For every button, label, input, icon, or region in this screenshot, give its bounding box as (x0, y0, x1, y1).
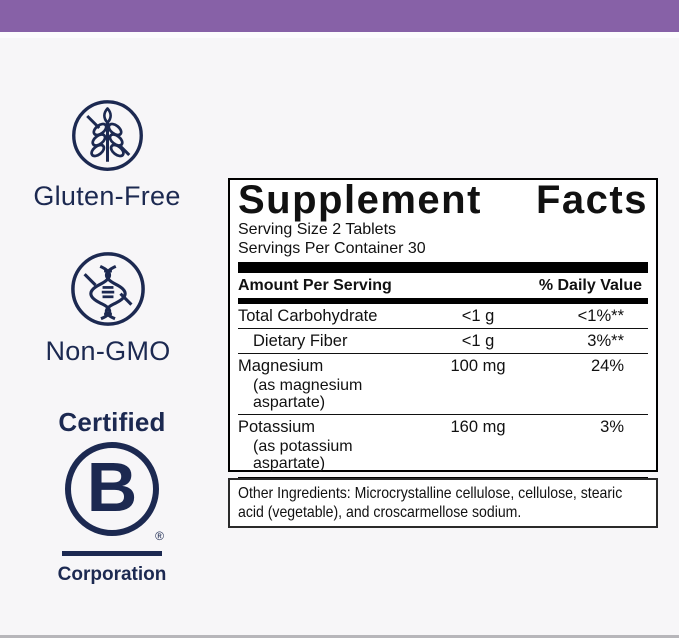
gluten-free-badge: Gluten-Free (22, 98, 192, 210)
daily-value-header: % Daily Value (538, 277, 642, 294)
other-ingredients-text: Other Ingredients: Microcrystalline cell… (238, 485, 623, 521)
nutrient-source-text: (as potassium aspartate) (253, 438, 353, 472)
nutrient-daily-value: 3%** (587, 332, 624, 350)
gluten-free-label: Gluten-Free (33, 181, 181, 211)
table-row: Potassium (as potassium aspartate) 160 m… (238, 414, 648, 475)
nutrient-name: Dietary Fiber (253, 332, 348, 350)
panel-title-word-1: Supplement (238, 178, 482, 222)
b-corp-corporation-label: Corporation (57, 564, 167, 585)
other-ingredients-box: Other Ingredients: Microcrystalline cell… (228, 478, 658, 528)
supplement-facts-panel: Supplement Facts Serving Size 2 Tablets … (228, 178, 658, 510)
nutrient-amount: <1 g (461, 307, 495, 325)
nutrient-name: Total Carbohydrate (238, 307, 378, 325)
servings-per-container-text: Servings Per Container 30 (238, 239, 426, 257)
non-gmo-badge: Non-GMO (23, 250, 193, 365)
b-corp-certified-label: Certified (58, 407, 166, 437)
nutrient-name: Magnesium (238, 357, 324, 375)
nutrient-name: Potassium (238, 418, 316, 436)
table-header-row: Amount Per Serving % Daily Value (238, 273, 648, 298)
table-row: Total Carbohydrate <1 g <1%** (238, 304, 648, 328)
panel-title: Supplement Facts (238, 178, 648, 222)
nutrient-amount: <1 g (461, 332, 495, 350)
dna-crossed-icon (71, 252, 145, 326)
nutrient-daily-value: <1%** (577, 307, 624, 325)
b-corp-letter: B (86, 448, 138, 526)
table-row: Dietary Fiber <1 g 3%** (238, 328, 648, 353)
serving-size-text: Serving Size 2 Tablets (238, 221, 397, 238)
registered-trademark-icon: ® (155, 529, 164, 543)
divider-bar-thick-top (238, 262, 648, 273)
nutrient-amount: 160 mg (450, 418, 506, 436)
nutrient-amount: 100 mg (450, 357, 506, 375)
header-bar-highlight (0, 32, 679, 38)
amount-per-serving-header: Amount Per Serving (238, 277, 392, 294)
bottom-divider-line (0, 635, 679, 638)
panel-title-word-2: Facts (536, 178, 648, 222)
nutrient-daily-value: 3% (600, 418, 624, 436)
b-corp-badge: Certified B ® Corporation (27, 407, 197, 586)
nutrient-source-text: (as magnesium aspartate) (253, 377, 363, 411)
wheat-crossed-icon (71, 100, 143, 171)
divider-bar-medium (238, 298, 648, 304)
nutrient-daily-value: 24% (590, 357, 624, 375)
non-gmo-label: Non-GMO (45, 336, 171, 366)
b-corp-circle-icon: B (65, 442, 159, 536)
b-corp-underline (62, 551, 162, 556)
table-row: Magnesium (as magnesium aspartate) 100 m… (238, 353, 648, 414)
purple-header-bar (0, 0, 679, 32)
